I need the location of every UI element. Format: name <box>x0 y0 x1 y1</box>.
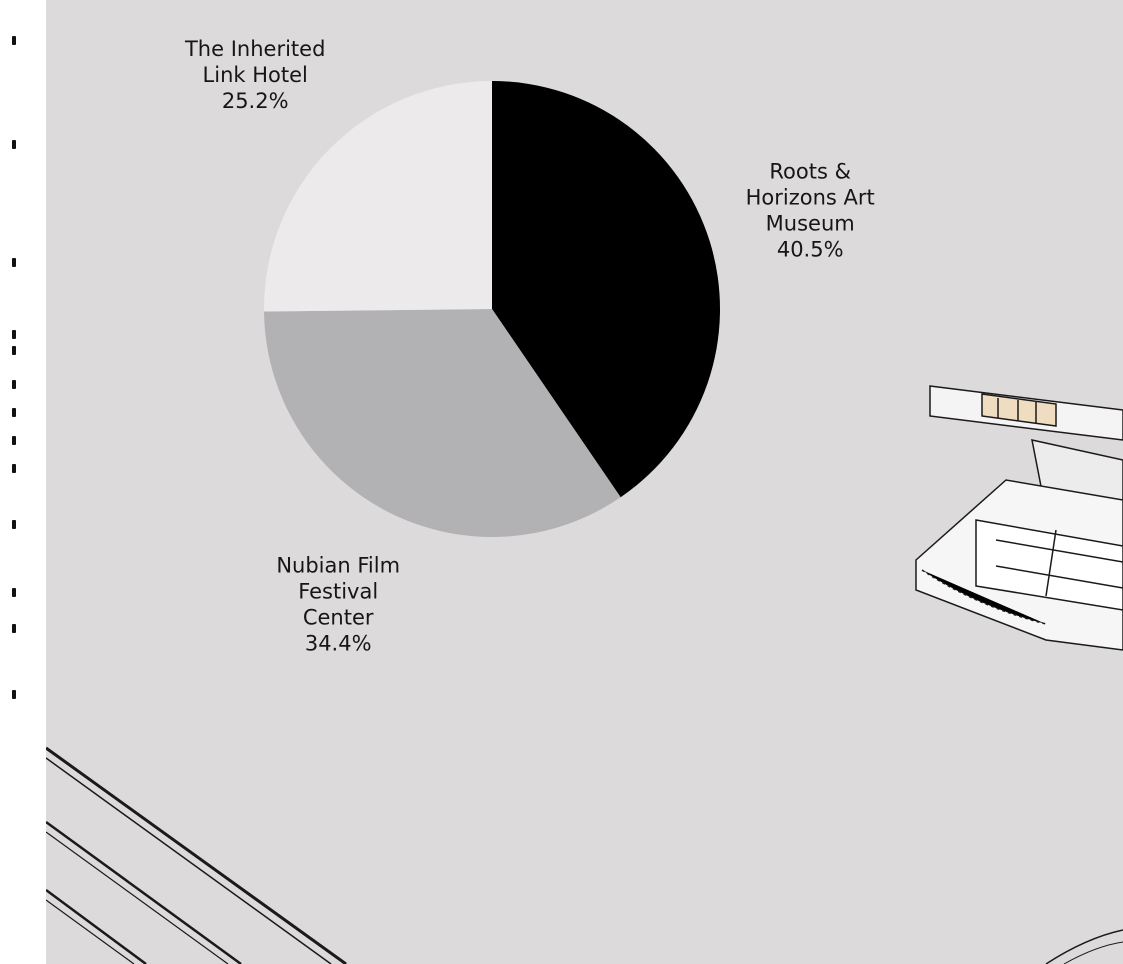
edge-mark <box>12 588 16 597</box>
pie-label-line: Link Hotel <box>203 63 308 87</box>
pie-label-0: Roots & Horizons Art Museum 40.5% <box>746 160 875 262</box>
pie-labels: Roots & Horizons Art Museum 40.5% Nubian Fil… <box>184 37 875 655</box>
pie-label-line: Nubian Film <box>276 553 400 577</box>
pie-slice-2 <box>264 81 492 312</box>
edge-mark <box>12 464 16 473</box>
chart-panel: Roots & Horizons Art Museum 40.5% Nubian Fil… <box>46 0 1123 964</box>
pie-slices <box>264 81 720 537</box>
edge-mark <box>12 408 16 417</box>
edge-mark <box>12 140 16 149</box>
edge-mark <box>12 436 16 445</box>
pie-label-line: Museum <box>766 212 855 236</box>
pie-label-percent: 40.5% <box>777 238 844 262</box>
architecture-sketch-lines <box>46 746 1123 964</box>
pie-label-line: Horizons Art <box>746 186 875 210</box>
edge-mark <box>12 258 16 267</box>
edge-mark <box>12 380 16 389</box>
edge-mark <box>12 624 16 633</box>
pie-slice-0 <box>492 81 720 498</box>
pie-label-percent: 25.2% <box>222 89 289 113</box>
left-edge-strip <box>0 0 46 964</box>
edge-mark <box>12 346 16 355</box>
pie-slice-1 <box>264 309 621 537</box>
edge-mark <box>12 330 16 339</box>
edge-mark <box>12 36 16 45</box>
pie-label-line: Festival <box>298 579 378 603</box>
pie-label-1: Nubian Film Festival Center 34.4% <box>276 553 400 655</box>
edge-mark <box>12 520 16 529</box>
pie-label-line: Roots & <box>769 160 851 184</box>
edge-mark <box>12 690 16 699</box>
pie-label-line: Center <box>303 605 374 629</box>
pie-label-percent: 34.4% <box>305 631 372 655</box>
pie-chart: Roots & Horizons Art Museum 40.5% Nubian Fil… <box>46 37 1123 964</box>
pie-label-line: The Inherited <box>184 37 325 61</box>
building-sketch <box>915 385 1123 651</box>
pie-label-2: The Inherited Link Hotel 25.2% <box>184 37 325 113</box>
